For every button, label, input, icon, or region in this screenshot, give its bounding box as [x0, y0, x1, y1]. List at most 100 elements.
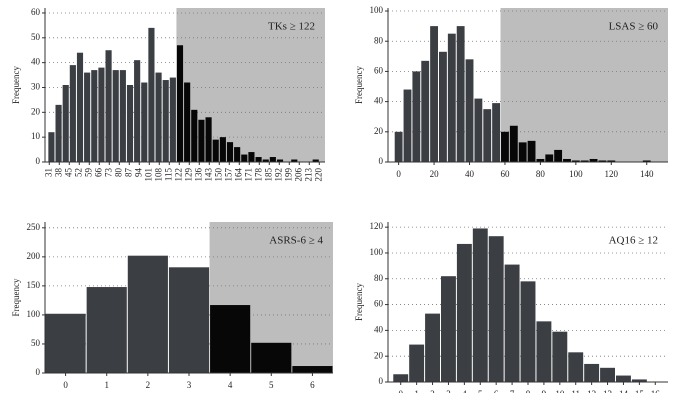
- y-tick-label: 120: [370, 221, 384, 231]
- bar: [403, 89, 412, 162]
- y-tick-label: 0: [379, 376, 384, 386]
- bar: [312, 159, 319, 162]
- bar: [472, 228, 488, 382]
- bar: [589, 158, 598, 162]
- x-tick-label: 59: [83, 168, 93, 178]
- bar: [563, 158, 571, 162]
- bar: [126, 85, 134, 162]
- x-tick-label: 206: [293, 168, 303, 182]
- bar: [86, 287, 127, 373]
- bar: [255, 157, 262, 162]
- bar: [269, 157, 276, 162]
- bar: [409, 344, 425, 382]
- bar: [55, 104, 62, 162]
- bar: [568, 352, 584, 382]
- bar: [219, 137, 226, 162]
- x-tick-label: 4: [462, 389, 467, 393]
- bar: [76, 52, 84, 162]
- bar: [456, 243, 472, 382]
- bar: [501, 131, 509, 162]
- y-tick-label: 50: [31, 338, 41, 348]
- x-tick-label: 13: [603, 389, 613, 393]
- x-tick-label: 129: [183, 168, 193, 182]
- y-tick-label: 0: [379, 156, 384, 166]
- bar: [552, 331, 568, 382]
- bar: [571, 160, 580, 162]
- x-tick-label: 0: [63, 380, 68, 390]
- y-tick-label: 0: [36, 367, 41, 377]
- x-tick-label: 143: [203, 168, 213, 182]
- x-tick-label: 73: [103, 168, 113, 178]
- bar: [84, 72, 91, 162]
- bar: [155, 72, 162, 162]
- bar: [631, 379, 647, 382]
- bar: [168, 267, 210, 373]
- x-tick-label: 192: [273, 168, 283, 182]
- y-tick-label: 150: [27, 280, 41, 290]
- y-tick-label: 60: [31, 7, 41, 17]
- bar: [492, 103, 501, 162]
- bar: [488, 236, 504, 382]
- bar: [262, 159, 269, 162]
- x-tick-label: 115: [163, 168, 173, 182]
- x-tick-label: 11: [571, 389, 580, 393]
- bar: [98, 67, 105, 162]
- bar: [412, 71, 421, 162]
- x-tick-label: 4: [228, 380, 233, 390]
- bar: [447, 33, 456, 162]
- bar: [205, 117, 212, 162]
- bar: [425, 313, 440, 382]
- bar: [276, 159, 284, 162]
- highlight-region: [500, 8, 668, 162]
- bar: [518, 142, 527, 162]
- x-tick-label: 6: [310, 380, 315, 390]
- bar: [191, 109, 198, 162]
- bar: [198, 119, 205, 162]
- x-tick-label: 0: [396, 169, 401, 179]
- bar: [45, 313, 86, 373]
- y-axis-label: Frequency: [354, 283, 364, 321]
- x-tick-label: 6: [494, 389, 499, 393]
- y-tick-label: 10: [31, 131, 41, 141]
- bar: [536, 321, 552, 382]
- bar: [598, 160, 607, 162]
- bar: [69, 65, 76, 162]
- bar: [509, 125, 518, 162]
- x-tick-label: 108: [153, 168, 163, 182]
- bar: [504, 264, 520, 382]
- x-tick-label: 5: [478, 389, 483, 393]
- x-tick-label: 140: [640, 169, 654, 179]
- x-tick-label: 14: [619, 389, 629, 393]
- y-tick-label: 250: [27, 222, 41, 232]
- x-tick-label: 66: [93, 168, 103, 178]
- bar: [241, 154, 248, 162]
- bar: [607, 160, 616, 162]
- x-tick-label: 3: [446, 389, 451, 393]
- x-tick-label: 80: [113, 168, 123, 178]
- bar: [291, 159, 298, 162]
- y-tick-label: 60: [374, 299, 384, 309]
- bar: [545, 154, 554, 162]
- bar: [169, 77, 176, 162]
- x-tick-label: 10: [555, 389, 565, 393]
- x-tick-label: 52: [73, 168, 83, 177]
- x-tick-label: 150: [213, 168, 223, 182]
- y-tick-label: 80: [374, 35, 384, 45]
- y-axis-label: Frequency: [354, 66, 364, 104]
- x-tick-label: 0: [398, 389, 403, 393]
- bar: [212, 139, 219, 162]
- x-tick-label: 5: [269, 380, 274, 390]
- annotation: ASRS-6 ≥ 4: [269, 235, 323, 247]
- y-tick-label: 50: [31, 32, 41, 42]
- y-tick-label: 40: [374, 96, 384, 106]
- x-tick-label: 38: [53, 168, 63, 178]
- annotation: AQ16 ≥ 12: [609, 235, 658, 247]
- x-tick-label: 136: [193, 168, 203, 182]
- x-tick-label: 7: [510, 389, 515, 393]
- bar: [394, 131, 403, 162]
- x-tick-label: 164: [233, 168, 243, 182]
- bar: [616, 375, 631, 382]
- bar: [226, 142, 234, 162]
- bar: [483, 109, 492, 162]
